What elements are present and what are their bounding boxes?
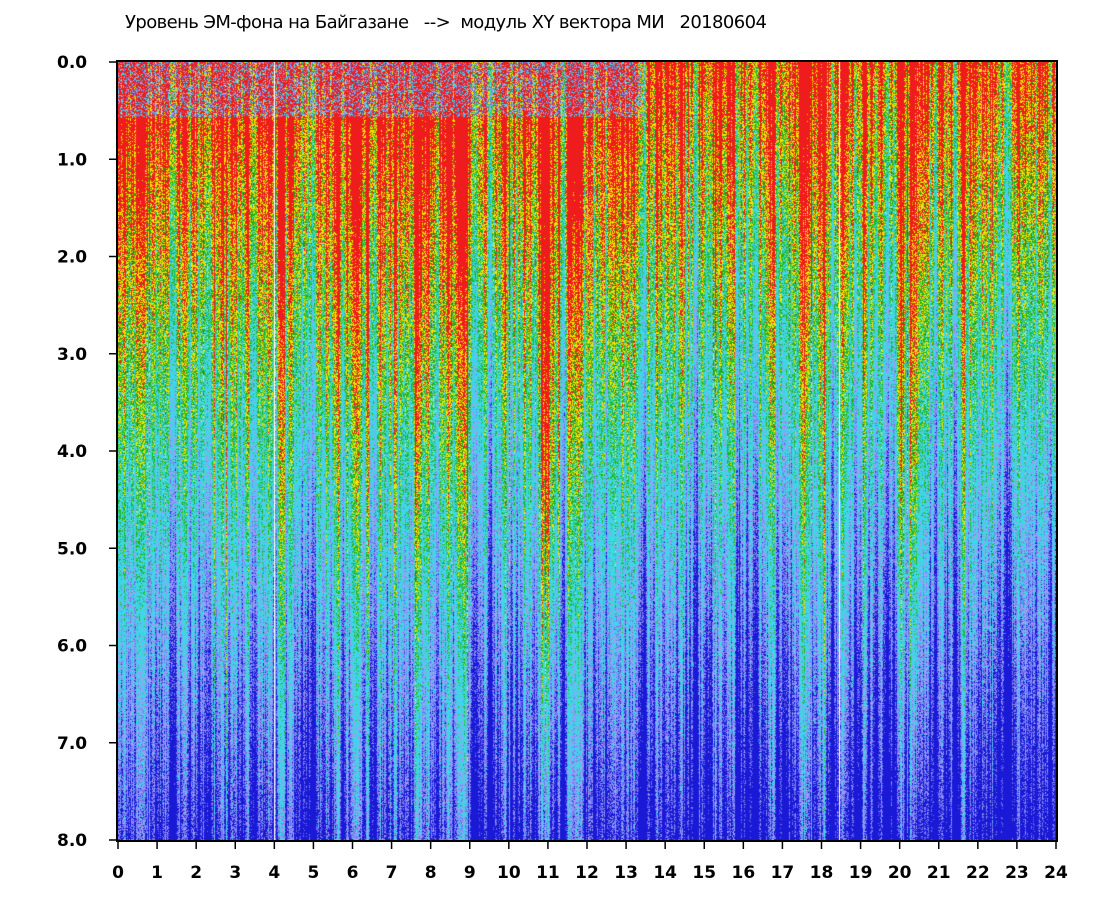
y-tick-label: 0.0 [57, 53, 87, 73]
y-tick-label: 5.0 [57, 539, 87, 559]
y-tick-label: 8.0 [57, 831, 87, 851]
x-tick-label: 21 [927, 863, 951, 883]
x-tick-label: 6 [347, 863, 359, 883]
y-tick-label: 2.0 [57, 248, 87, 268]
x-tick-label: 4 [268, 863, 280, 883]
x-tick-label: 14 [653, 863, 677, 883]
x-tick-label: 22 [966, 863, 990, 883]
x-tick-label: 12 [575, 863, 599, 883]
x-tick-label: 0 [112, 863, 124, 883]
y-tick-label: 3.0 [57, 345, 87, 365]
y-tick-label: 4.0 [57, 442, 87, 462]
plot-area [116, 60, 1058, 842]
x-tick-label: 11 [536, 863, 560, 883]
x-tick-label: 18 [810, 863, 834, 883]
chart-title: Уровень ЭМ-фона на Байгазане --> модуль … [125, 12, 767, 33]
y-tick-label: 6.0 [57, 637, 87, 657]
spectrogram-heatmap [118, 62, 1056, 840]
x-tick-label: 20 [888, 863, 912, 883]
x-tick-label: 2 [190, 863, 202, 883]
x-tick-label: 16 [731, 863, 755, 883]
y-tick-label: 7.0 [57, 734, 87, 754]
x-tick-label: 19 [849, 863, 873, 883]
x-tick-label: 8 [425, 863, 437, 883]
x-tick-label: 23 [1005, 863, 1029, 883]
y-tick-label: 1.0 [57, 150, 87, 170]
x-tick-label: 9 [464, 863, 476, 883]
x-tick-label: 7 [386, 863, 398, 883]
x-tick-label: 5 [307, 863, 319, 883]
x-tick-label: 17 [771, 863, 795, 883]
x-tick-label: 13 [614, 863, 638, 883]
x-tick-label: 1 [151, 863, 163, 883]
x-tick-label: 10 [497, 863, 521, 883]
x-tick-label: 15 [692, 863, 716, 883]
x-tick-label: 3 [229, 863, 241, 883]
x-tick-label: 24 [1044, 863, 1068, 883]
